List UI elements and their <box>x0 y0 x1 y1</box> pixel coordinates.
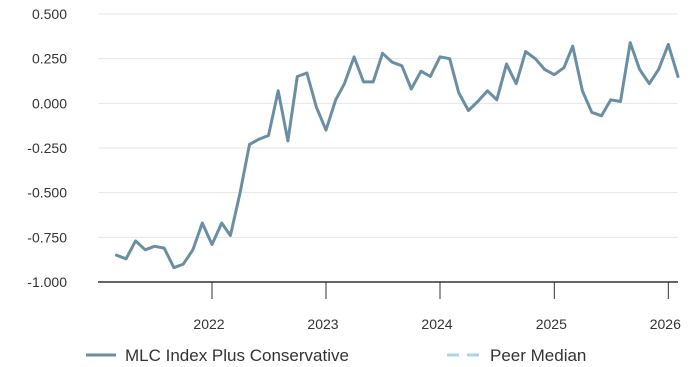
x-tick-label: 2023 <box>307 316 338 332</box>
x-tick-label: 2025 <box>536 316 567 332</box>
series-lines <box>114 41 680 270</box>
legend: MLC Index Plus Conservative Peer Median <box>86 346 586 365</box>
y-tick-label: -0.500 <box>27 185 67 201</box>
legend-label-series-2: Peer Median <box>490 346 586 365</box>
legend-label-series-1: MLC Index Plus Conservative <box>125 346 349 365</box>
y-tick-label: 0.500 <box>32 6 67 22</box>
x-axis: 2022 2023 2024 2025 2026 <box>98 281 681 332</box>
y-tick-label: -0.250 <box>27 140 67 156</box>
y-tick-label: 0.250 <box>32 51 67 67</box>
x-tick-label: 2022 <box>193 316 224 332</box>
y-axis-tick-labels: 0.500 0.250 0.000 -0.250 -0.500 -0.750 -1.000 <box>27 6 67 290</box>
y-tick-label: 0.000 <box>32 95 67 111</box>
x-tick-label: 2024 <box>421 316 452 332</box>
y-tick-label: -1.000 <box>27 274 67 290</box>
x-tick-label: 2026 <box>650 316 681 332</box>
grid-lines <box>98 13 678 238</box>
series-line-1 <box>114 41 680 270</box>
y-tick-label: -0.750 <box>27 229 67 245</box>
